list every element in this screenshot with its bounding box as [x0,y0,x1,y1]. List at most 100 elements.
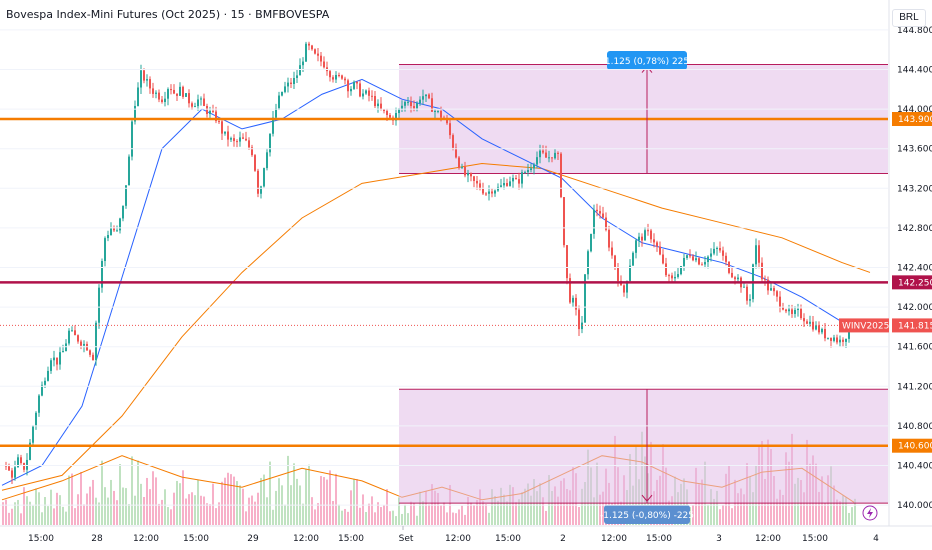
candle-body [110,228,112,236]
candle-body [11,470,13,478]
candle-body [347,80,349,92]
candle-body [515,177,517,180]
volume-bar [851,507,853,525]
price-label-text: 141.815 [898,321,932,331]
volume-bar [185,498,187,525]
volume-bar [194,495,196,525]
candle-body [743,286,745,288]
price-label-box [892,112,932,126]
volume-bar [26,496,28,525]
candle-body [44,380,46,385]
candle-body [575,297,577,310]
candle-body [830,337,832,341]
candle-body [647,230,649,232]
volume-bar [581,488,583,525]
volume-bar [518,499,520,525]
volume-bar [32,505,34,525]
volume-bar [23,487,25,525]
candle-body [266,152,268,169]
volume-bar [506,501,508,525]
candle-body [209,110,211,115]
volume-bar [50,489,52,525]
candle-body [230,138,232,140]
volume-bar [122,487,124,525]
volume-bar [320,476,322,525]
time-tick-label: 15:00 [28,534,54,544]
candle-body [227,131,229,140]
volume-bar [329,470,331,525]
candle-body [707,256,709,263]
candle-body [659,246,661,255]
volume-bar [128,504,130,525]
candle-body [368,90,370,96]
candle-body [68,330,70,344]
candle-body [452,135,454,148]
candle-body [248,140,250,148]
candle-body [758,245,760,263]
candle-body [26,459,28,470]
volume-bar [323,477,325,525]
candle-body [434,111,436,113]
candle-body [167,89,169,99]
time-tick-label: 29 [247,534,259,544]
candle-body [158,92,160,100]
candle-body [746,286,748,301]
volume-bar [740,488,742,525]
volume-bar [149,489,151,525]
candle-body [419,99,421,104]
candle-body [386,110,388,115]
measure-up-label: 1.125 (0,78%) 225 [605,57,689,67]
candle-body [713,248,715,254]
currency-button[interactable]: BRL [892,9,926,27]
volume-bar [392,510,394,525]
measure-down-label-box [604,505,690,524]
candle-body [836,337,838,343]
volume-bar [209,504,211,525]
volume-bar [719,509,721,525]
candle-body [407,101,409,103]
candle-body [623,285,625,293]
candle-body [29,442,31,460]
volume-bar [485,503,487,525]
candle-body [332,77,334,80]
volume-bar [287,455,289,525]
volume-bar [200,495,202,525]
candle-body [458,157,460,168]
volume-bar [515,502,517,525]
volume-bar [53,508,55,525]
candle-body [278,95,280,109]
price-tick-label: 144.800 [897,26,932,36]
candle-body [680,266,682,275]
candle-body [704,262,706,265]
volume-bar [68,475,70,525]
candle-body [116,230,118,232]
candle-body [17,457,19,468]
volume-bar [476,499,478,525]
volume-bar [845,497,847,525]
candle-body [224,131,226,134]
candle-body [662,254,664,264]
candle-body [203,98,205,106]
candle-body [239,137,241,142]
volume-bar [47,506,49,525]
candle-body [551,157,553,159]
measure-down-label: -1.125 (-0,80%) -225 [600,511,694,521]
candle-body [176,93,178,96]
candle-body [431,98,433,112]
volume-bar [737,493,739,525]
candle-body [215,111,217,122]
candle-body [536,157,538,165]
candle-body [473,176,475,181]
volume-bar [335,473,337,525]
volume-bar [98,502,100,525]
candle-body [314,49,316,54]
candle-body [782,307,784,310]
price-tick-label: 143.600 [897,145,932,155]
volume-bar [401,513,403,525]
volume-bar [467,496,469,525]
volume-bar [551,491,553,525]
volume-bar [554,486,556,525]
candle-body [572,297,574,303]
